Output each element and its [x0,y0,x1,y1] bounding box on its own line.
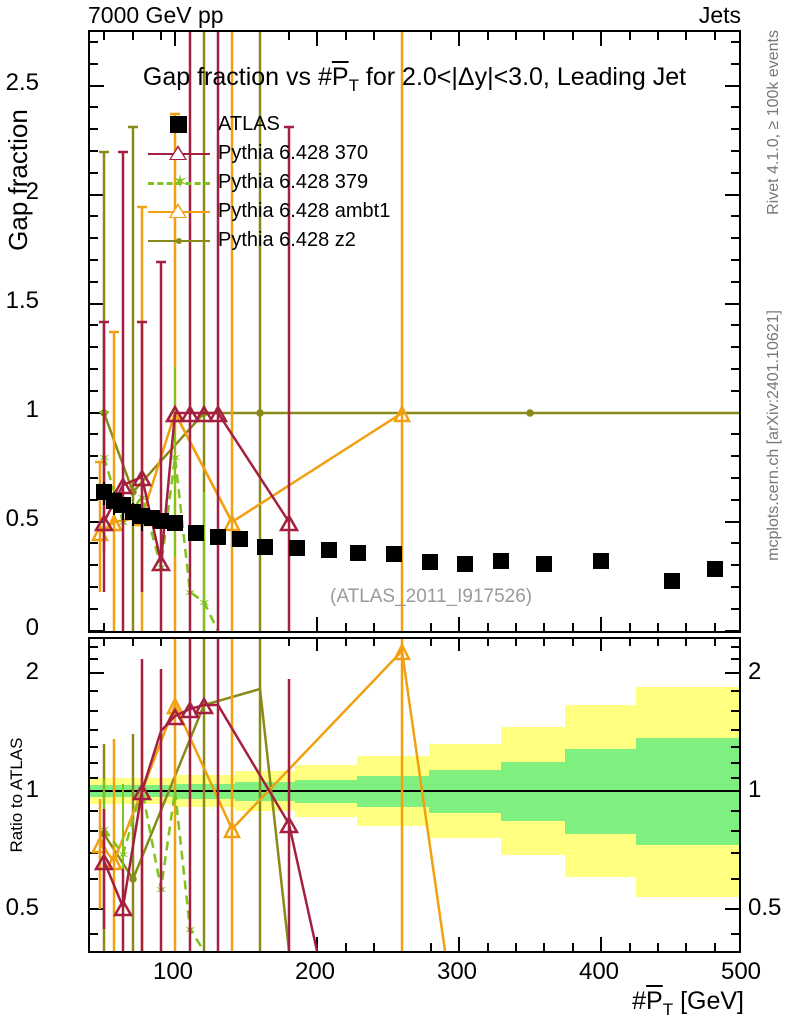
dot-marker-icon [176,238,182,244]
legend-key-atlas [148,110,210,139]
legend-key-pythia-ambt1 [148,197,210,226]
plot-title: Gap fraction vs #PT for 2.0<|Δy|<3.0, Le… [142,63,687,95]
legend-key-pythia-379: ✶ [148,168,210,197]
y-tick-label-ratio-0.5: 0.5 [5,894,39,921]
y-tick-label-main-0.5: 0.5 [5,505,39,532]
y-tick-label-ratio-right-1: 1 [748,776,762,803]
legend-key-pythia-370 [148,139,210,168]
svg-text:✶: ✶ [198,595,211,612]
legend-key-pythia-z2 [148,226,210,255]
ratio-plot-svg: ✶✶ ✶✶ ✶ [90,639,739,951]
x-tick-label-200: 200 [294,958,336,985]
ratio-plot-panel: ✶ ✶ ✶ ✶ ✶ [88,637,741,953]
atlas-marker [96,484,723,589]
y-tick-label-main-2: 2 [25,178,39,205]
series-pythia-370-main [93,32,300,631]
y-tick-label-main-1.5: 1.5 [5,287,39,314]
triangle-inner-icon [171,148,185,159]
y-tick-label-ratio-right-2: 2 [748,658,762,685]
triangle-inner-icon [171,206,185,217]
y-tick-label-ratio-2: 2 [25,658,39,685]
series-pythia-379-main [102,456,220,631]
dashed-line-icon [148,182,210,185]
square-marker-icon [170,116,187,133]
legend-item-pythia-ambt1[interactable]: Pythia 6.428 ambt1 [148,197,390,226]
legend-label-pythia-370: Pythia 6.428 370 [218,142,369,164]
legend-item-atlas[interactable]: ATLAS [148,110,390,139]
caption-mcplots-source: mcplots.cern.ch [arXiv:2401.10621] [765,310,782,561]
y-tick-label-main-2.5: 2.5 [5,69,39,96]
legend-item-pythia-z2[interactable]: Pythia 6.428 z2 [148,226,390,255]
y-tick-label-ratio-right-0.5: 0.5 [748,894,782,921]
svg-text:✶: ✶ [117,847,130,864]
x-tick-label-500: 500 [720,958,762,985]
header-analysis-category: Jets [698,2,741,28]
y-tick-label-main-1: 1 [25,396,39,423]
x-tick-label-400: 400 [578,958,620,985]
main-plot-panel: ✶ ✶ ✶ ✶ ✶ ✶ ✶ [88,30,741,633]
watermark-analysis-id: (ATLAS_2011_I917526) [330,586,533,607]
y-tick-label-main-0: 0 [25,614,39,641]
legend-item-pythia-370[interactable]: Pythia 6.428 370 [148,139,390,168]
main-plot-area: ✶ ✶ ✶ ✶ ✶ ✶ ✶ [90,32,739,631]
header-collision-energy: 7000 GeV pp [88,2,224,28]
legend-label-pythia-ambt1: Pythia 6.428 ambt1 [218,200,391,222]
y-tick-label-ratio-1: 1 [25,776,39,803]
legend-label-pythia-z2: Pythia 6.428 z2 [218,229,356,251]
legend-label-pythia-379: Pythia 6.428 379 [218,171,369,193]
legend-label-atlas: ATLAS [218,113,280,135]
x-axis-label: #PT [GeV] [632,987,744,1019]
series-pythia-370-ratio [93,639,319,951]
x-tick-label-100: 100 [152,958,194,985]
caption-rivet-version: Rivet 4.1.0, ≥ 100k events [765,30,782,215]
series-atlas-main [96,482,723,589]
legend-item-pythia-379[interactable]: ✶ Pythia 6.428 379 [148,168,390,197]
legend: ATLAS Pythia 6.428 370 ✶ Pythia 6.428 37… [148,110,390,255]
main-plot-svg: ✶✶ ✶✶ ✶✶ ✶ [90,32,739,631]
ratio-plot-area: ✶ ✶ ✶ ✶ ✶ [90,639,739,951]
x-tick-label-300: 300 [436,958,478,985]
star-marker-icon: ✶ [172,172,188,193]
